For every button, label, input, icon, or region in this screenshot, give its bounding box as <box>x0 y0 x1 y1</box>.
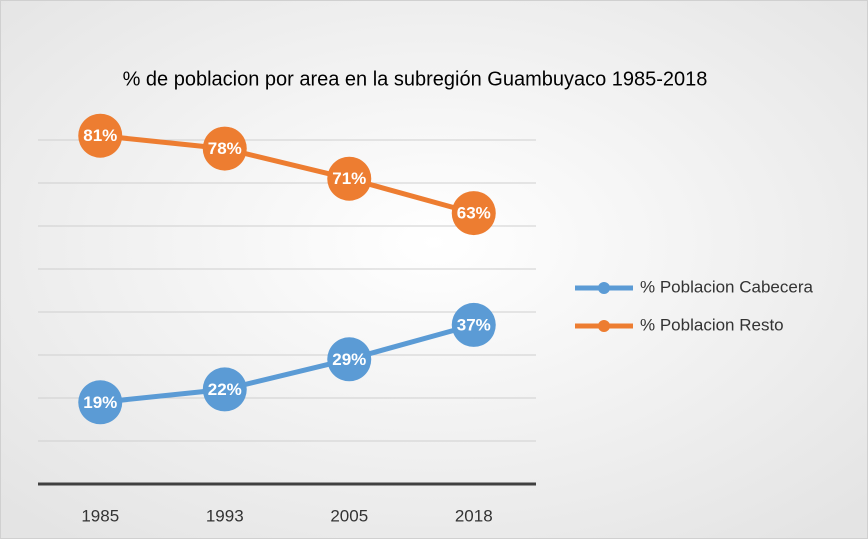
data-label: 37% <box>457 315 491 334</box>
data-point <box>202 367 247 412</box>
legend-label: % Poblacion Resto <box>640 315 784 334</box>
series-line <box>99 133 475 216</box>
data-point <box>327 156 372 201</box>
data-point <box>327 337 372 382</box>
legend-marker <box>598 282 610 294</box>
data-label: 19% <box>83 393 117 412</box>
x-tick-label: 2018 <box>455 506 493 525</box>
data-point <box>78 113 123 158</box>
x-tick-label: 2005 <box>330 506 368 525</box>
data-point <box>451 302 496 347</box>
x-tick-label: 1993 <box>206 506 244 525</box>
data-label: 81% <box>83 126 117 145</box>
data-label: 78% <box>208 139 242 158</box>
data-label: 63% <box>457 204 491 223</box>
data-label: 29% <box>332 350 366 369</box>
data-point <box>451 191 496 236</box>
data-point <box>202 126 247 171</box>
legend-marker <box>598 320 610 332</box>
series-line <box>99 322 475 405</box>
x-tick-label: 1985 <box>81 506 119 525</box>
data-label: 22% <box>208 380 242 399</box>
data-label: 71% <box>332 169 366 188</box>
chart-title: % de poblacion por area en la subregión … <box>123 68 708 90</box>
legend-label: % Poblacion Cabecera <box>640 277 813 296</box>
data-point <box>78 380 123 425</box>
